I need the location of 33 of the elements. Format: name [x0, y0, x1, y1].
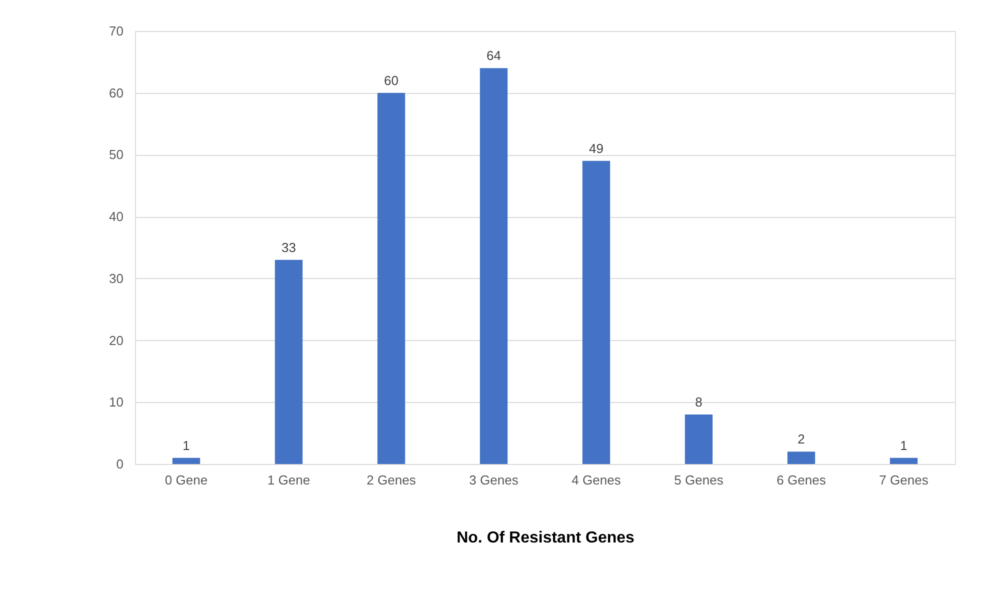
data-label: 60	[384, 72, 398, 88]
x-tick-label: 1 Gene	[267, 472, 310, 488]
bar	[582, 160, 610, 464]
data-label: 64	[486, 48, 501, 64]
bar	[890, 458, 918, 464]
x-tick-label: 6 Genes	[776, 472, 826, 488]
bar	[480, 68, 508, 464]
x-axis-title: No. Of Resistant Genes	[456, 530, 635, 546]
data-label: 1	[182, 438, 190, 453]
data-label: 49	[589, 140, 604, 156]
data-label: 1	[900, 438, 908, 453]
x-tick-label: 7 Genes	[879, 472, 929, 488]
bar	[274, 260, 303, 464]
y-tick-label: 20	[109, 332, 124, 348]
x-tick-label: 4 Genes	[572, 472, 622, 488]
x-tick-label: 2 Genes	[366, 472, 416, 488]
data-label: 2	[798, 432, 805, 447]
y-tick-label: 40	[109, 209, 124, 224]
bar	[377, 92, 406, 464]
bar	[172, 458, 200, 464]
y-tick-label: 30	[109, 270, 124, 286]
y-tick-label: 50	[109, 147, 124, 162]
x-tick-label: 0 Gene	[164, 472, 208, 488]
y-tick-label: 10	[109, 394, 124, 410]
y-tick-label: 0	[116, 456, 124, 472]
bar	[787, 452, 816, 464]
y-tick-label: 70	[109, 24, 124, 38]
bar	[684, 414, 713, 464]
x-tick-label: 3 Genes	[469, 472, 519, 488]
data-label: 8	[695, 394, 702, 410]
data-label: 33	[282, 240, 296, 255]
y-tick-label: 60	[109, 85, 124, 100]
x-tick-label: 5 Genes	[674, 472, 724, 488]
